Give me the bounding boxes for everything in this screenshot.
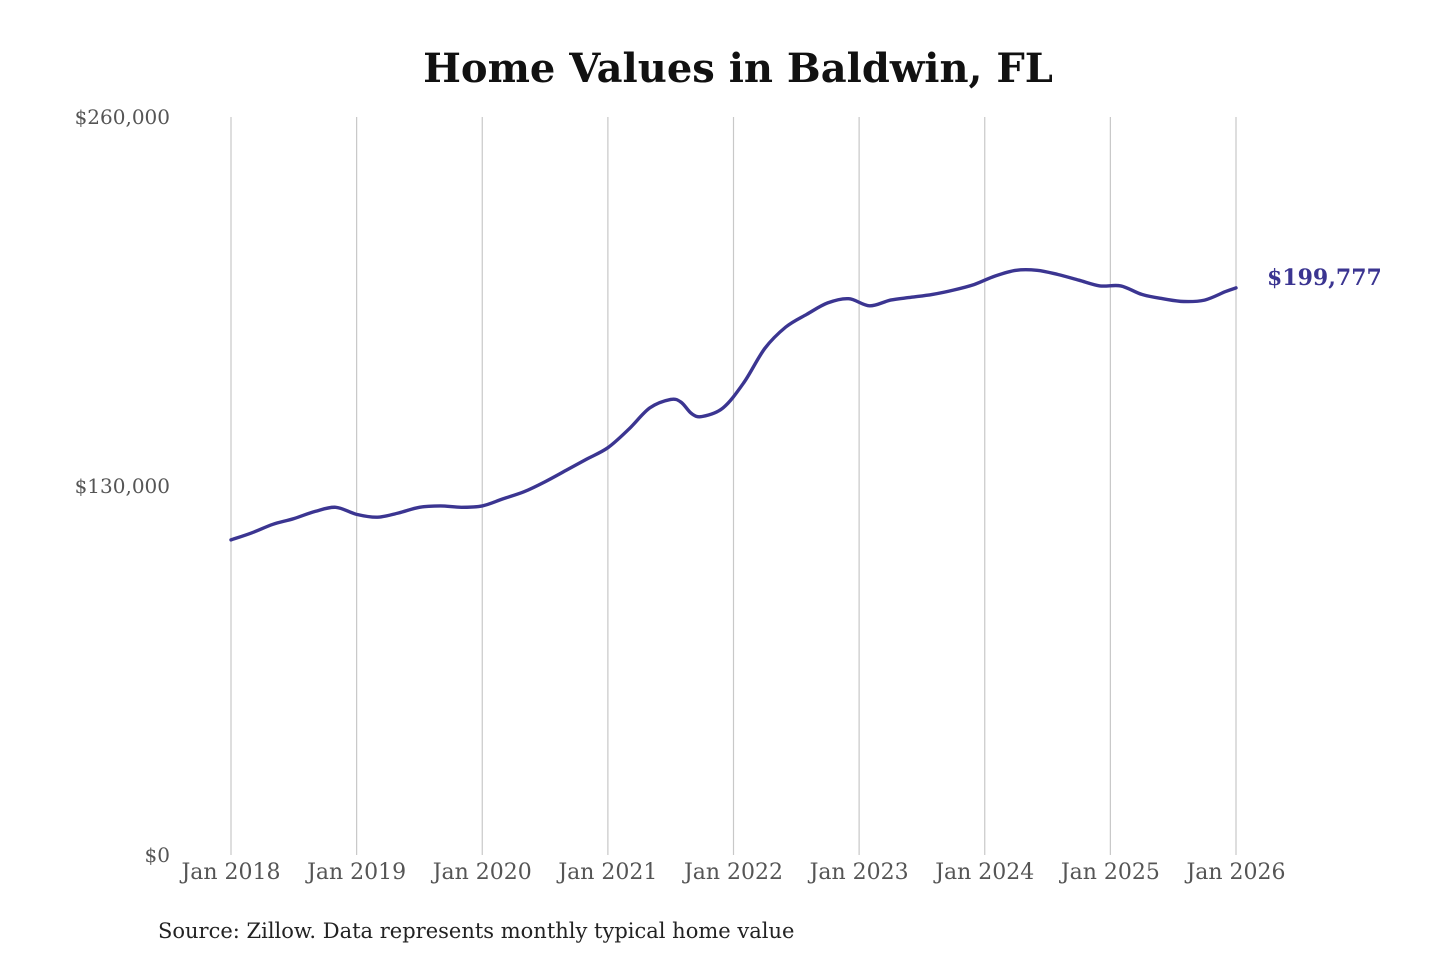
x-axis-tick-labels: Jan 2018 Jan 2019 Jan 2020 Jan 2021 Jan 2022… <box>179 860 1285 885</box>
series-line <box>229 267 1238 542</box>
x-gridlines <box>230 117 1237 855</box>
x-tick-label: Jan 2021 <box>556 860 657 885</box>
x-tick-label: Jan 2020 <box>431 860 532 885</box>
y-tick-label: $130,000 <box>75 474 170 498</box>
x-tick-label: Jan 2025 <box>1059 860 1160 885</box>
x-tick-label: Jan 2022 <box>682 860 783 885</box>
chart-title: Home Values in Baldwin, FL <box>423 45 1053 92</box>
x-tick-label: Jan 2024 <box>933 860 1034 885</box>
y-axis-tick-labels: $0 $130,000 $260,000 <box>75 105 170 867</box>
x-tick-label: Jan 2023 <box>808 860 909 885</box>
end-value-label: $199,777 <box>1267 265 1382 291</box>
source-note: Source: Zillow. Data represents monthly … <box>158 919 794 943</box>
series-group: $199,777 <box>229 265 1382 542</box>
x-tick-label: Jan 2019 <box>305 860 406 885</box>
y-tick-label: $0 <box>145 843 170 867</box>
x-tick-label: Jan 2026 <box>1184 860 1285 885</box>
y-tick-label: $260,000 <box>75 105 170 129</box>
x-tick-label: Jan 2018 <box>179 860 280 885</box>
